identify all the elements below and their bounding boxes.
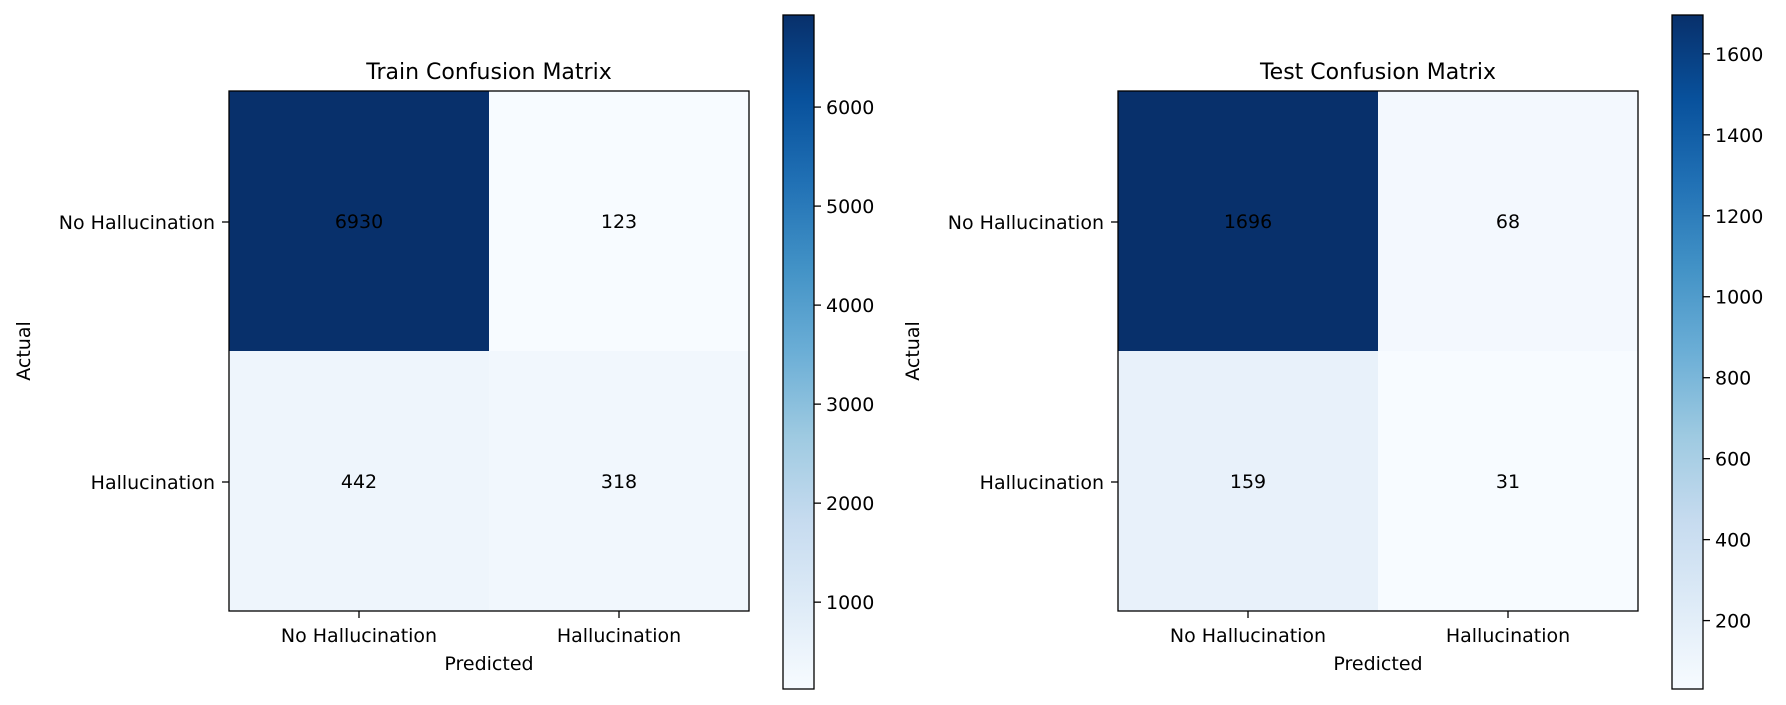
y-axis-label: Actual [902,321,924,381]
colorbar-tick-label: 1200 [1715,206,1763,228]
colorbar-gradient [1671,14,1704,690]
chart-title: Train Confusion Matrix [365,60,611,85]
colorbar: 200 400 600 800 1000 1200 1400 1600 [1671,14,1763,690]
colorbar-tick-label: 1000 [1715,287,1763,309]
x-tick-label: Hallucination [1446,625,1570,647]
y-ticks: No Hallucination Hallucination [59,212,229,494]
heatmap-cells: 6930 123 442 318 [229,91,750,612]
cell-value-label: 442 [341,471,377,493]
heatmap-cell [1378,351,1639,612]
test-confusion-matrix-panel: Test Confusion Matrix 1696 68 159 31 No Hal… [902,14,1763,690]
colorbar-tick-label: 1600 [1715,44,1763,66]
heatmap-cell [1118,351,1379,612]
heatmap-cell [229,91,490,352]
plot-frame [1117,90,1639,612]
heatmap-cell [489,91,750,352]
cell-value-label: 159 [1230,471,1266,493]
train-confusion-matrix-panel: Train Confusion Matrix 6930 123 442 318 No … [13,14,874,690]
cell-value-label: 31 [1496,471,1520,493]
y-tick-label: Hallucination [980,472,1104,494]
cell-value-label: 68 [1496,211,1520,233]
y-tick-label: No Hallucination [948,212,1104,234]
cell-value-label: 6930 [335,211,383,233]
x-axis-label: Predicted [444,653,533,675]
colorbar-ticks: 1000 2000 3000 4000 5000 6000 [814,97,874,614]
y-axis-label: Actual [13,321,35,381]
heatmap-cell [229,351,490,612]
y-tick-label: No Hallucination [59,212,215,234]
colorbar-tick-label: 200 [1715,611,1751,633]
colorbar-gradient [782,14,815,690]
x-tick-label: Hallucination [557,625,681,647]
colorbar: 1000 2000 3000 4000 5000 6000 [782,14,874,690]
colorbar-tick-label: 2000 [826,493,874,515]
y-tick-label: Hallucination [91,472,215,494]
heatmap-cell [1118,91,1379,352]
x-ticks: No Hallucination Hallucination [281,611,681,647]
x-ticks: No Hallucination Hallucination [1170,611,1570,647]
heatmap-cells: 1696 68 159 31 [1118,91,1639,612]
x-tick-label: No Hallucination [1170,625,1326,647]
heatmap-cell [489,351,750,612]
colorbar-tick-label: 400 [1715,530,1751,552]
colorbar-tick-label: 1400 [1715,125,1763,147]
plot-frame [228,90,750,612]
colorbar-tick-label: 1000 [826,592,874,614]
y-ticks: No Hallucination Hallucination [948,212,1118,494]
colorbar-tick-label: 3000 [826,394,874,416]
colorbar-tick-label: 5000 [826,196,874,218]
heatmap-cell [1378,91,1639,352]
colorbar-tick-label: 600 [1715,449,1751,471]
cell-value-label: 123 [601,211,637,233]
chart-title: Test Confusion Matrix [1259,60,1496,85]
x-axis-label: Predicted [1333,653,1422,675]
colorbar-tick-label: 6000 [826,97,874,119]
colorbar-tick-label: 4000 [826,295,874,317]
cell-value-label: 318 [601,471,637,493]
x-tick-label: No Hallucination [281,625,437,647]
colorbar-ticks: 200 400 600 800 1000 1200 1400 1600 [1703,44,1763,633]
cell-value-label: 1696 [1224,211,1272,233]
colorbar-tick-label: 800 [1715,368,1751,390]
